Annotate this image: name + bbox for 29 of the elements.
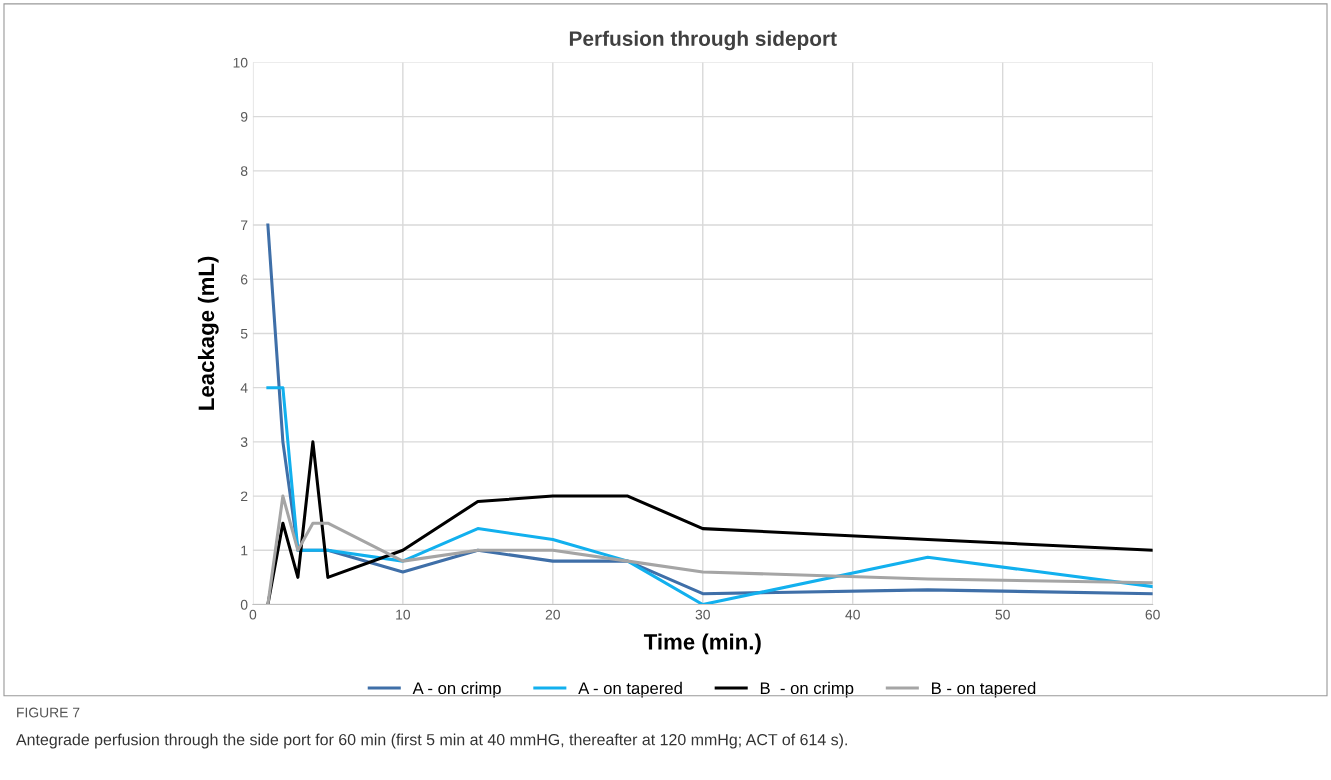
y-tick-label: 5 — [240, 328, 248, 339]
x-tick-label: 20 — [545, 609, 560, 620]
x-axis-title: Time (min.) — [643, 633, 761, 655]
x-tick-label: 0 — [249, 609, 257, 620]
y-tick-label: 3 — [240, 437, 248, 448]
x-tick-label: 50 — [995, 609, 1010, 620]
y-tick-label: 0 — [240, 599, 248, 610]
line-series — [266, 386, 1153, 605]
y-tick-label: 9 — [240, 111, 248, 122]
y-tick-label: 2 — [241, 491, 248, 502]
x-tick-label: 30 — [695, 609, 710, 620]
y-tick-label: 7 — [241, 220, 248, 231]
y-tick-label: 10 — [233, 57, 248, 68]
legend-label: B - on crimp — [760, 681, 854, 698]
legend-label: A - on tapered — [578, 681, 682, 698]
y-axis-title: Leackage (mL) — [197, 256, 219, 410]
y-tick-label: 8 — [240, 166, 248, 176]
x-tick-label: 40 — [845, 609, 860, 620]
x-tick-label: 60 — [1145, 609, 1160, 620]
chart-title: Perfusion through sideport — [569, 30, 837, 51]
y-tick-label: 4 — [240, 383, 248, 393]
text: Antegrade perfusion through the side port for 60 min (first 5 min at 40 mmHG, thereafter at 120 mmHg; ACT of 614 s). — [16, 733, 847, 749]
y-tick-label: 1 — [241, 545, 248, 556]
caption: FIGURE 7 — [17, 707, 80, 718]
legend-label: B - on tapered — [932, 681, 1036, 698]
x-tick-label: 10 — [396, 609, 411, 620]
legend-label: A - on crimp — [412, 681, 501, 698]
line-series — [266, 494, 1153, 605]
y-tick-label: 6 — [241, 274, 248, 285]
